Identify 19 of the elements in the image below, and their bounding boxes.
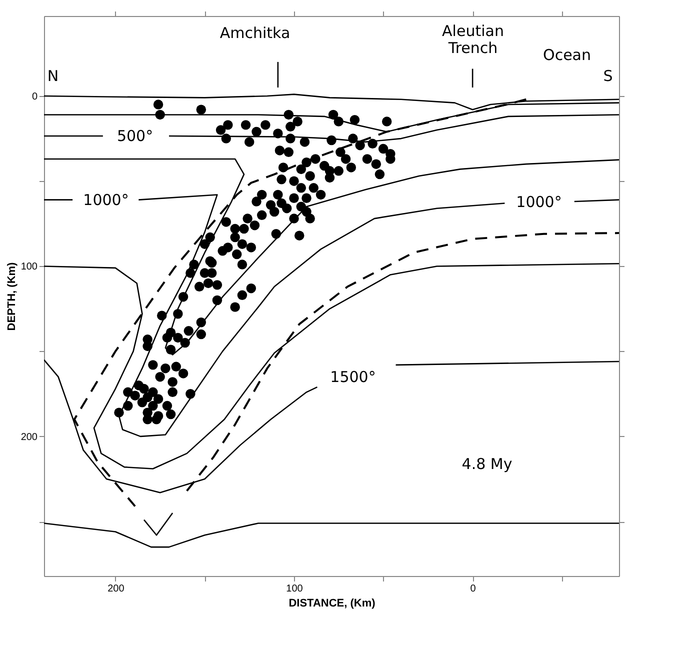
annotation: N: [47, 67, 59, 85]
x-tick-label: 0: [470, 584, 476, 594]
annotation: 1000°: [83, 191, 129, 209]
annotation: 500°: [116, 127, 154, 145]
x-tick-label: 200: [108, 584, 125, 594]
x-tick-label: 100: [286, 584, 304, 594]
y-tick-label: 100: [20, 262, 38, 273]
annotation: 4.8 My: [462, 455, 512, 473]
x-axis-title: DISTANCE, (Km): [288, 598, 376, 610]
annotation: Amchitka: [220, 24, 290, 42]
annotation: Aleutian Trench: [442, 22, 504, 57]
y-axis-title: DEPTH, (Km): [6, 262, 18, 331]
annotation: 1500°: [330, 368, 376, 386]
y-tick-label: 200: [20, 432, 38, 443]
annotation: S: [603, 67, 613, 85]
y-tick-label: 0: [32, 92, 38, 102]
line-series: [44, 522, 619, 548]
annotation: Ocean: [543, 46, 591, 64]
annotation: 1000°: [516, 193, 562, 211]
